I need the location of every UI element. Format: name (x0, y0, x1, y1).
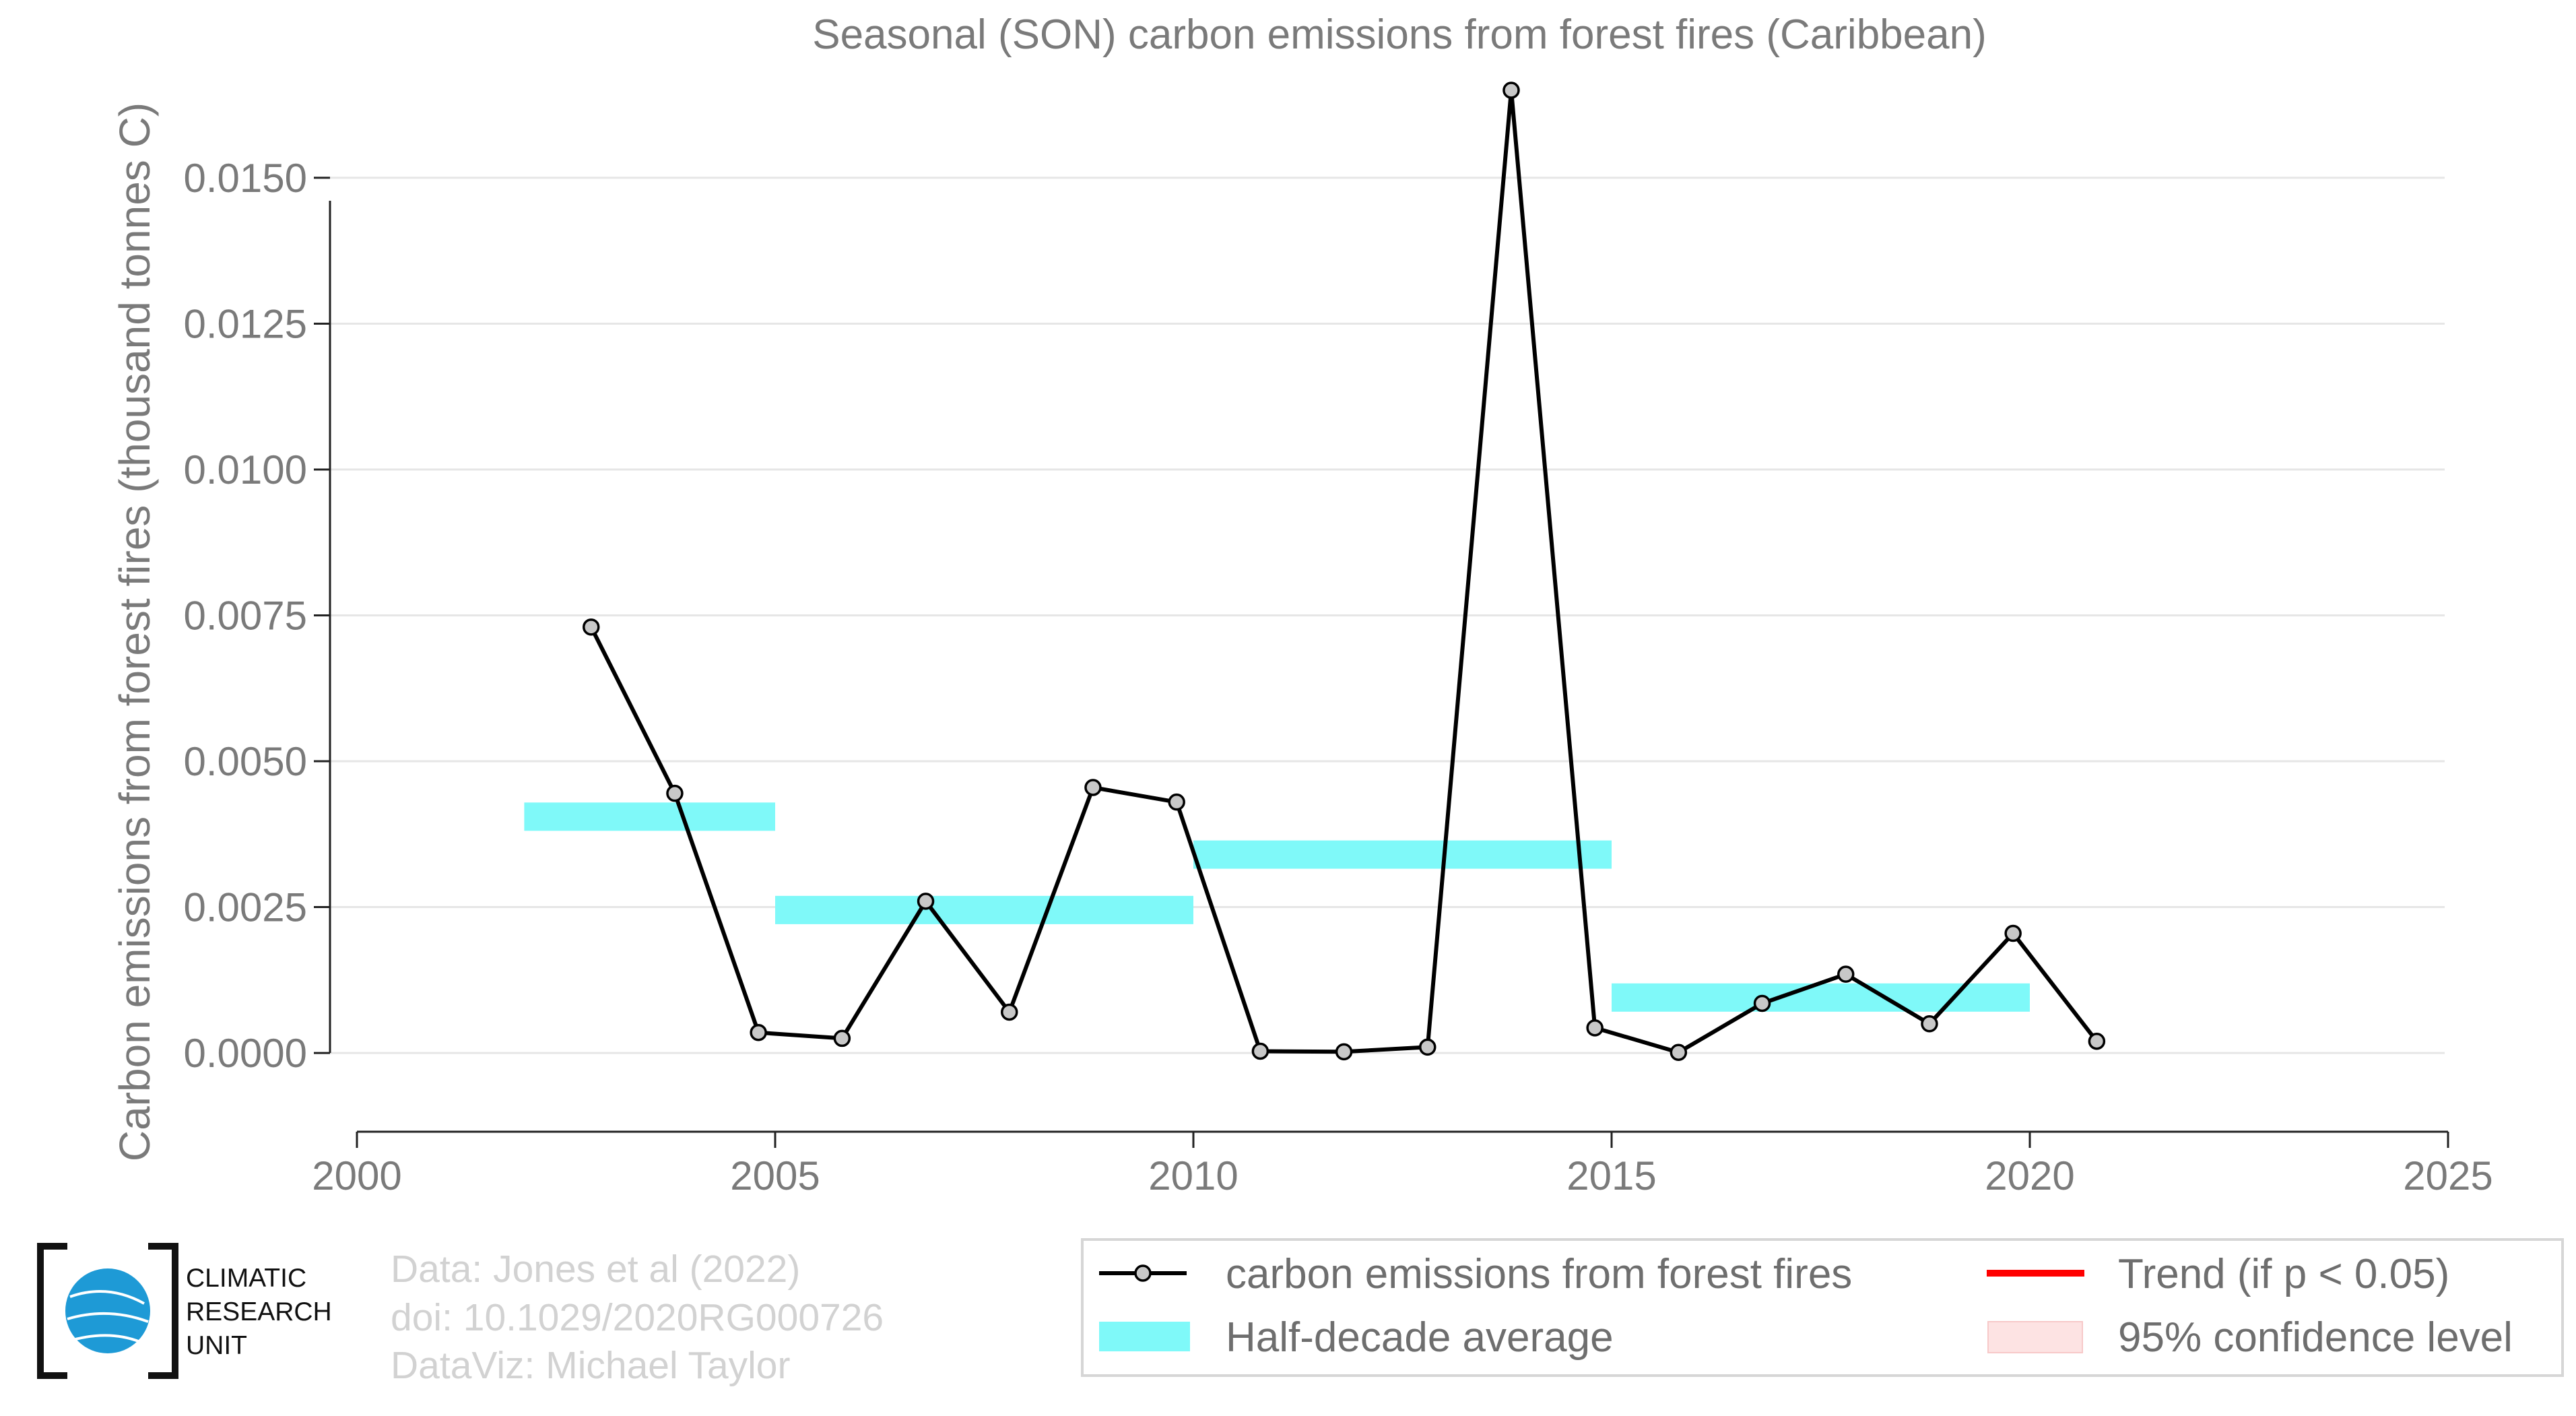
legend-label-emissions: carbon emissions from forest fires (1226, 1251, 1852, 1297)
credits-line-1: Data: Jones et al (2022) (391, 1248, 800, 1291)
y-tick-label: 0.0150 (183, 156, 307, 201)
logo-line-3: UNIT (186, 1331, 247, 1360)
legend-marker-emissions (1134, 1264, 1152, 1282)
x-axis: 2000 2005 2010 2015 2020 2025 (312, 1130, 2493, 1198)
climatic-research-unit-logo: CLIMATIC RESEARCH UNIT (37, 1243, 332, 1379)
half-decade-average-series (524, 802, 2030, 1012)
data-point (1753, 994, 1771, 1012)
data-point (1419, 1038, 1436, 1056)
legend-label-trend: Trend (if p < 0.05) (2118, 1251, 2449, 1297)
data-point (833, 1029, 851, 1048)
data-point (917, 893, 935, 910)
y-tick-label: 0.0000 (183, 1031, 307, 1076)
x-tick-label: 2015 (1566, 1153, 1656, 1198)
x-tick-label: 2025 (2403, 1153, 2492, 1198)
data-point (750, 1024, 767, 1041)
legend-swatch-half-decade (1099, 1322, 1190, 1351)
data-point (2004, 924, 2022, 942)
y-axis-label: Carbon emissions from forest fires (thou… (110, 102, 159, 1161)
x-tick-label: 2000 (312, 1153, 401, 1198)
data-point (666, 784, 684, 802)
data-point (1251, 1042, 1269, 1060)
data-point (1837, 965, 1855, 983)
legend: carbon emissions from forest fires Trend… (1081, 1238, 2564, 1377)
data-point (1670, 1043, 1688, 1061)
credits: Data: Jones et al (2022) doi: 10.1029/20… (391, 1248, 884, 1387)
logo-line-2: RESEARCH (186, 1297, 332, 1326)
half-decade-average-bar (1193, 840, 1612, 869)
legend-frame (1081, 1238, 2564, 1377)
legend-label-confidence: 95% confidence level (2118, 1314, 2513, 1361)
credits-line-2: doi: 10.1029/2020RG000726 (391, 1296, 884, 1339)
globe-icon (65, 1268, 150, 1353)
chart-title: Seasonal (SON) carbon emissions from for… (812, 11, 1987, 58)
x-tick-label: 2020 (1985, 1153, 2074, 1198)
half-decade-average-bar (1612, 983, 2030, 1012)
data-point (1168, 793, 1185, 811)
y-tick-label: 0.0075 (183, 593, 307, 639)
data-point (1921, 1015, 1938, 1033)
x-tick-label: 2005 (730, 1153, 820, 1198)
data-point (1335, 1043, 1353, 1061)
data-point (2088, 1033, 2106, 1050)
y-tick-label: 0.0100 (183, 447, 307, 492)
half-decade-average-bar (524, 802, 775, 831)
data-point (1001, 1003, 1018, 1021)
x-tick-label: 2010 (1148, 1153, 1238, 1198)
y-tick-label: 0.0125 (183, 301, 307, 346)
y-tick-label: 0.0050 (183, 739, 307, 784)
data-point (583, 618, 600, 636)
grid-lines (330, 176, 2445, 1054)
credits-line-3: DataViz: Michael Taylor (391, 1344, 791, 1387)
logo-line-1: CLIMATIC (186, 1264, 306, 1293)
legend-swatch-confidence (1987, 1321, 2083, 1353)
data-point (1502, 82, 1520, 99)
y-axis: 0.0000 0.0025 0.0050 0.0075 0.0100 0.0125 0.01… (183, 156, 331, 1076)
emissions-series (583, 82, 2106, 1061)
half-decade-average-bar (775, 895, 1193, 924)
legend-label-half-decade: Half-decade average (1226, 1314, 1614, 1361)
data-point (1084, 779, 1102, 796)
y-tick-label: 0.0025 (183, 885, 307, 930)
data-point (1586, 1019, 1604, 1037)
